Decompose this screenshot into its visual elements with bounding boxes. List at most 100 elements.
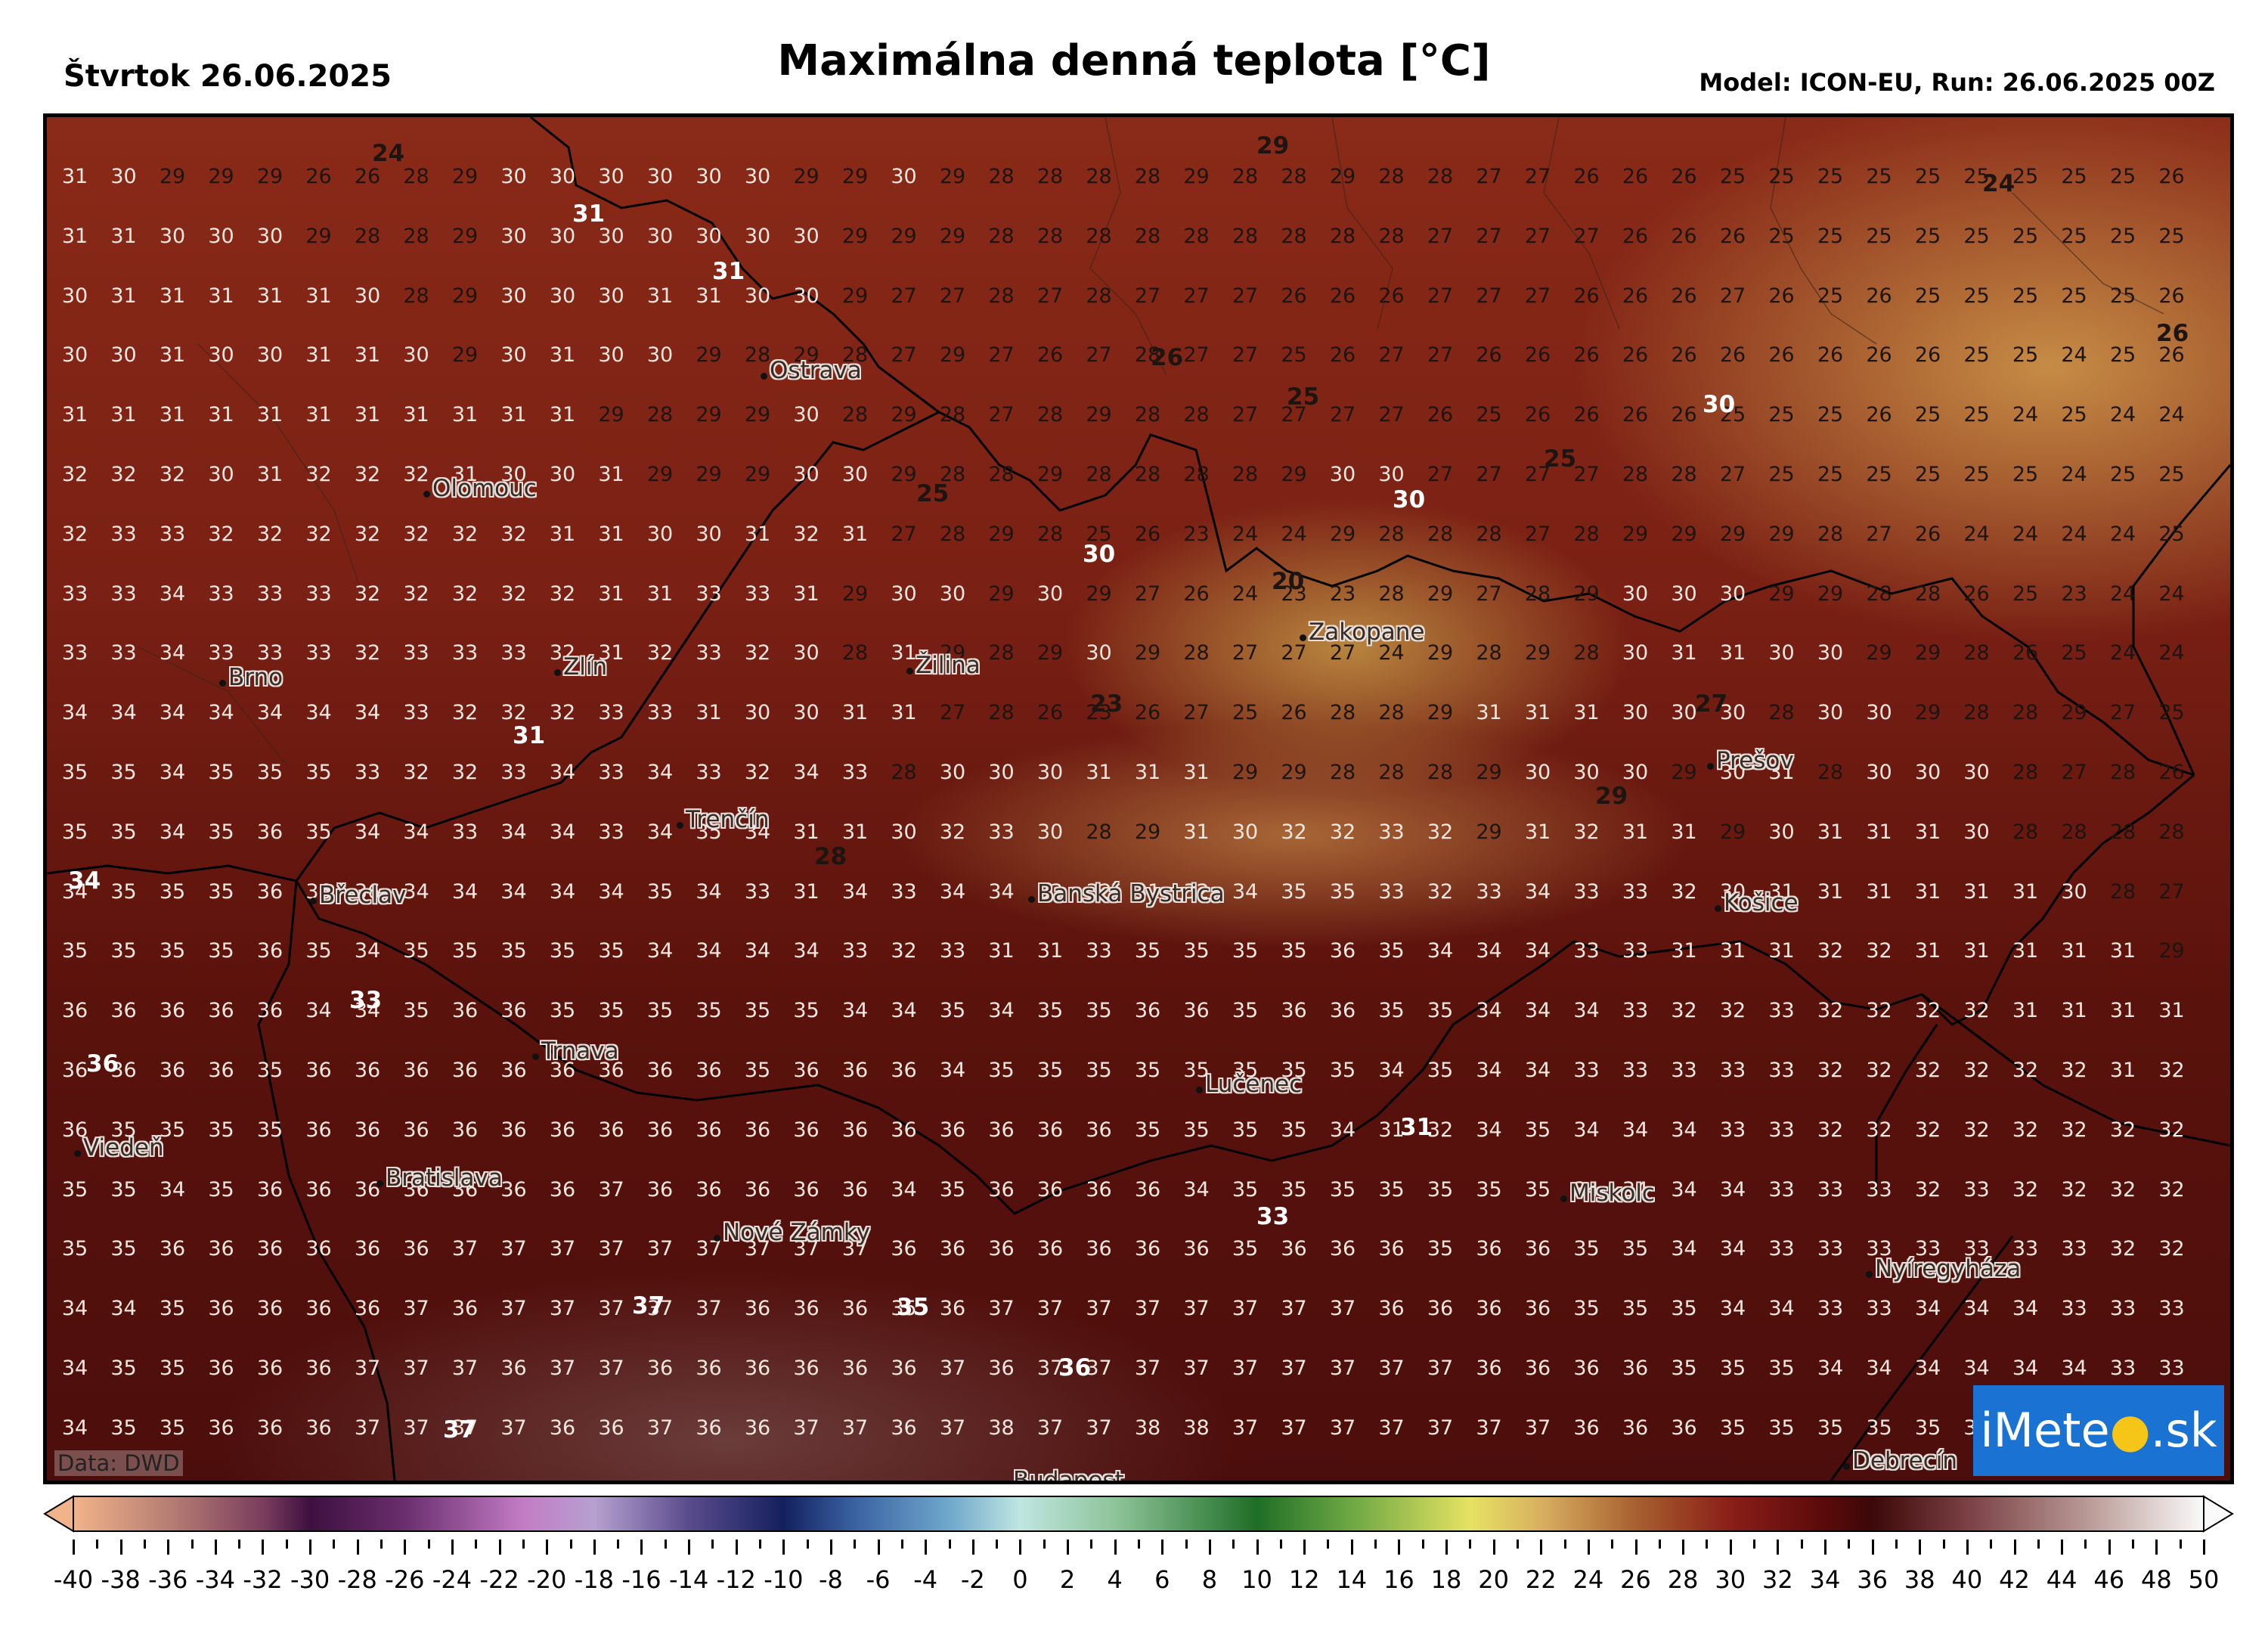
grid-value: 27: [2061, 761, 2087, 784]
grid-value: 32: [2158, 1118, 2185, 1142]
color-scale-tick: [427, 1540, 430, 1549]
grid-value: 28: [988, 463, 1015, 486]
grid-value: 35: [1476, 1177, 1502, 1202]
grid-value: 30: [793, 284, 820, 308]
grid-value: 33: [256, 581, 284, 606]
grid-value: 35: [891, 1297, 917, 1321]
grid-value: 29: [793, 343, 820, 367]
grid-value: 33: [1817, 1177, 1844, 1202]
color-scale-tick: [1067, 1540, 1070, 1555]
grid-value: 28: [403, 284, 429, 308]
grid-value: 35: [159, 879, 186, 904]
grid-value: 31: [744, 522, 771, 546]
color-scale-tick: [1398, 1540, 1401, 1555]
grid-value: 35: [1281, 939, 1307, 963]
grid-value: 35: [1378, 999, 1405, 1023]
grid-value: 37: [451, 1237, 479, 1261]
grid-value: 34: [159, 820, 186, 844]
grid-value: 27: [1524, 284, 1551, 308]
color-scale-tick-label: -2: [960, 1565, 985, 1594]
grid-value: 27: [1524, 522, 1551, 546]
grid-value: 31: [159, 343, 186, 367]
grid-value: 33: [403, 701, 429, 725]
grid-value: 30: [646, 522, 674, 546]
extreme-value: 37: [632, 1292, 665, 1319]
imeteo-logo[interactable]: iMete●.sk: [1973, 1385, 2224, 1476]
grid-value: 35: [1866, 1415, 1892, 1440]
grid-value: 35: [403, 999, 429, 1023]
grid-value: 34: [2012, 1297, 2039, 1321]
grid-value: 33: [744, 581, 771, 606]
grid-value: 36: [208, 1297, 234, 1321]
grid-value: 31: [1622, 820, 1649, 844]
grid-value: 27: [1476, 581, 1502, 606]
grid-value: 26: [1573, 403, 1600, 427]
grid-value: 35: [256, 761, 284, 784]
grid-value: 34: [1914, 1357, 1941, 1380]
grid-value: 24: [2012, 403, 2039, 427]
grid-value: 36: [159, 999, 186, 1023]
grid-value: 36: [403, 1177, 429, 1202]
city-marker: [1843, 1463, 1850, 1470]
grid-value: 33: [841, 939, 869, 963]
color-scale-tick: [640, 1540, 643, 1555]
grid-value: 36: [1378, 1297, 1405, 1321]
color-scale-tick-label: 38: [1904, 1565, 1935, 1594]
grid-value: 30: [696, 224, 722, 248]
grid-value: 27: [1476, 165, 1502, 188]
grid-value: 37: [354, 1415, 381, 1440]
color-scale-tick: [1445, 1540, 1448, 1555]
color-scale-min-arrow: [43, 1495, 74, 1533]
grid-value: 25: [2158, 224, 2185, 248]
grid-value: 28: [2012, 820, 2039, 844]
grid-value: 35: [61, 1177, 88, 1202]
grid-value: 28: [1963, 641, 1990, 665]
grid-value: 36: [354, 1297, 381, 1321]
grid-value: 28: [1378, 581, 1405, 606]
color-scale-tick: [1090, 1540, 1093, 1549]
city-label: Viedeň: [83, 1134, 164, 1161]
grid-value: 31: [1914, 939, 1941, 963]
grid-value: 27: [1427, 463, 1454, 486]
grid-value: 36: [451, 999, 479, 1023]
grid-value: 36: [939, 1237, 966, 1261]
grid-value: 25: [1914, 463, 1941, 486]
grid-value: 29: [451, 284, 479, 308]
grid-value: 34: [1719, 1177, 1746, 1202]
grid-value: 28: [1329, 701, 1356, 725]
grid-value: 36: [1329, 939, 1356, 963]
grid-value: 36: [305, 1177, 332, 1202]
color-scale-tick-label: 30: [1715, 1565, 1746, 1594]
grid-value: 35: [159, 1118, 186, 1142]
grid-value: 35: [208, 939, 234, 963]
grid-value: 29: [1036, 463, 1064, 486]
grid-value: 26: [1963, 581, 1990, 606]
grid-value: 29: [744, 403, 771, 427]
grid-value: 30: [1329, 463, 1356, 486]
grid-value: 34: [1524, 939, 1551, 963]
grid-value: 32: [256, 522, 284, 546]
map-title: Maximálna denná teplota [°C]: [777, 36, 1491, 85]
grid-value: 36: [793, 1357, 820, 1380]
grid-value: 29: [1281, 463, 1307, 486]
grid-value: 32: [1817, 1118, 1844, 1142]
grid-value: 33: [451, 641, 479, 665]
grid-value: 26: [1622, 343, 1649, 367]
grid-value: 37: [1036, 1297, 1064, 1321]
grid-value: 34: [159, 581, 186, 606]
grid-value: 36: [61, 1118, 88, 1142]
grid-value: 28: [1622, 463, 1649, 486]
grid-value: 35: [1134, 939, 1161, 963]
grid-value: 31: [61, 165, 88, 188]
grid-value: 29: [256, 165, 284, 188]
grid-value: 32: [1427, 1118, 1454, 1142]
grid-value: 28: [1329, 224, 1356, 248]
color-scale-tick: [1753, 1540, 1756, 1549]
grid-value: 37: [1086, 1415, 1112, 1440]
grid-value: 34: [1671, 1118, 1697, 1142]
date-label: Štvrtok 26.06.2025: [64, 59, 392, 94]
grid-value: 34: [1476, 1059, 1502, 1082]
color-scale-tick-label: -6: [866, 1565, 891, 1594]
color-scale-tick: [1824, 1540, 1827, 1555]
grid-value: 31: [1866, 879, 1892, 904]
